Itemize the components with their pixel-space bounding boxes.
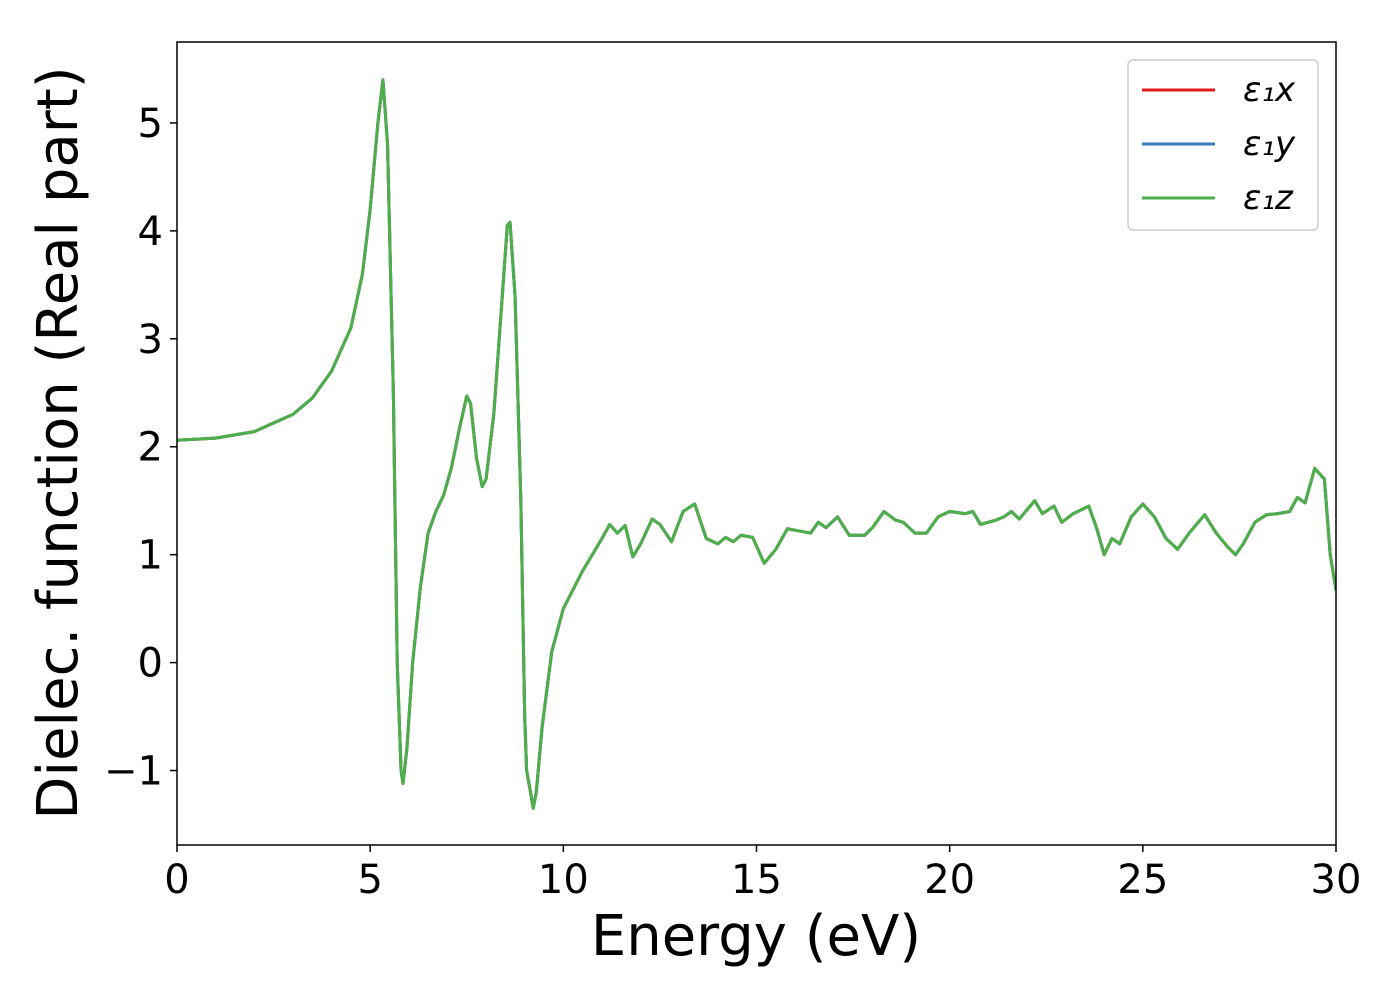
x-tick-label: 25 — [1117, 857, 1168, 903]
y-tick-label: 1 — [138, 533, 163, 579]
x-tick-label: 20 — [924, 857, 975, 903]
y-tick-label: −1 — [104, 749, 163, 795]
x-tick-label: 10 — [538, 857, 589, 903]
y-tick-label: 2 — [138, 425, 163, 471]
y-tick-label: 5 — [138, 101, 163, 147]
y-axis-label: Dielec. function (Real part) — [26, 66, 91, 819]
y-tick-label: 3 — [138, 317, 163, 363]
x-tick-label: 15 — [731, 857, 782, 903]
y-tick-label: 0 — [138, 641, 163, 687]
legend-label: ε₁z — [1243, 178, 1294, 218]
plot-frame — [176, 41, 1337, 846]
x-tick-label: 30 — [1311, 857, 1362, 903]
legend-label: ε₁y — [1243, 124, 1296, 164]
series-line — [177, 78, 1336, 810]
x-tick-label: 5 — [357, 857, 382, 903]
legend-label: ε₁x — [1243, 70, 1296, 110]
y-tick-label: 4 — [138, 209, 163, 255]
legend-box — [1127, 59, 1319, 231]
x-tick-label: 0 — [164, 857, 189, 903]
x-axis-label: Energy (eV) — [591, 904, 921, 969]
